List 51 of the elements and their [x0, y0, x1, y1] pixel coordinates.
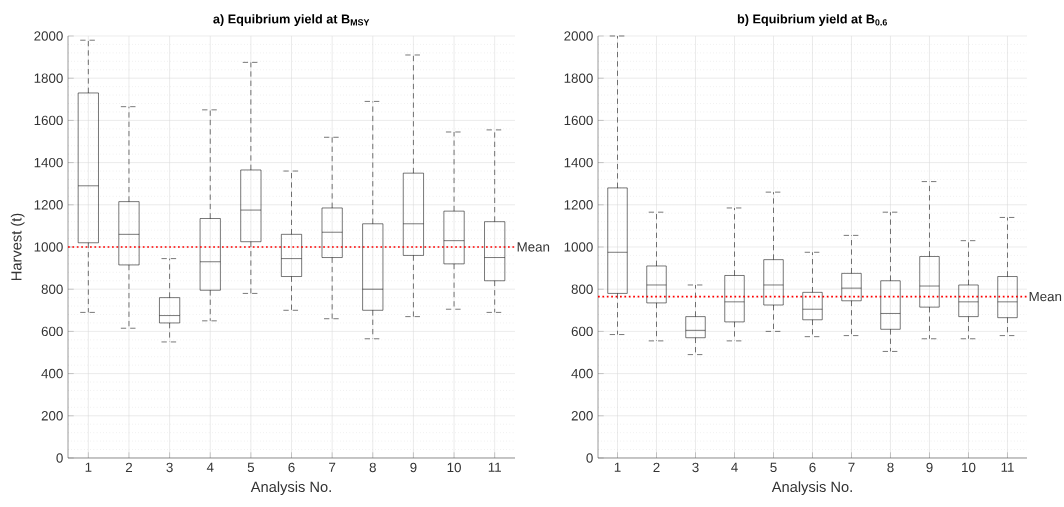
y-tick-label: 0 [56, 453, 63, 463]
y-tick-label: 200 [571, 411, 593, 421]
y-tick-label: 200 [41, 411, 63, 421]
chart-title: a) Equibrium yield at B$_{MSY}$ [213, 14, 370, 26]
y-tick-label: 800 [41, 284, 63, 294]
y-tick-label: 1400 [564, 157, 593, 168]
x-tick-label: 5 [247, 462, 255, 472]
y-tick-label: 400 [571, 368, 593, 379]
y-tick-label: 1200 [34, 200, 63, 210]
y-tick-label: 600 [571, 326, 593, 337]
ref-line-label: Mean [1029, 291, 1062, 302]
x-tick-label: 5 [770, 462, 777, 472]
y-tick-label: 1800 [564, 73, 593, 83]
x-tick-label: 2 [125, 462, 133, 473]
x-tick-label: 2 [653, 462, 660, 473]
y-tick-label: 2000 [34, 31, 63, 41]
y-tick-label: 1000 [34, 242, 63, 252]
x-axis-title: Analysis No. [250, 481, 331, 495]
y-tick-label: 1200 [564, 200, 593, 210]
x-tick-label: 8 [369, 462, 376, 473]
x-tick-label: 11 [1001, 462, 1014, 472]
ref-line-label: Mean [517, 242, 550, 252]
x-tick-label: 7 [329, 462, 336, 472]
x-tick-label: 6 [288, 462, 295, 473]
y-tick-label: 1800 [34, 73, 63, 83]
y-tick-label: 1600 [564, 115, 593, 126]
x-tick-label: 9 [926, 462, 933, 473]
x-tick-label: 11 [488, 462, 501, 472]
x-tick-label: 3 [166, 462, 173, 473]
x-tick-label: 7 [848, 462, 855, 472]
x-axis-title: Analysis No. [771, 481, 852, 495]
x-tick-label: 1 [614, 462, 621, 472]
x-tick-label: 9 [410, 462, 417, 473]
y-tick-label: 600 [41, 326, 63, 337]
x-tick-label: 3 [692, 462, 699, 473]
x-tick-label: 10 [447, 462, 461, 473]
chart-title: b) Equibrium yield at B$_{0.6}$ [737, 14, 887, 26]
y-tick-label: 2000 [564, 31, 593, 41]
x-tick-label: 10 [962, 462, 976, 473]
x-tick-label: 8 [887, 462, 894, 473]
y-tick-label: 1600 [34, 115, 63, 126]
y-tick-label: 800 [571, 284, 593, 294]
x-tick-label: 6 [809, 462, 816, 473]
y-tick-label: 1000 [564, 242, 593, 252]
x-tick-label: 4 [731, 462, 738, 472]
y-tick-label: 1400 [34, 157, 63, 168]
x-tick-label: 1 [85, 462, 92, 472]
y-tick-label: 0 [586, 453, 593, 463]
x-tick-label: 4 [206, 462, 214, 472]
y-axis-title: Harvest (t) [10, 213, 25, 280]
y-tick-label: 400 [41, 368, 63, 379]
